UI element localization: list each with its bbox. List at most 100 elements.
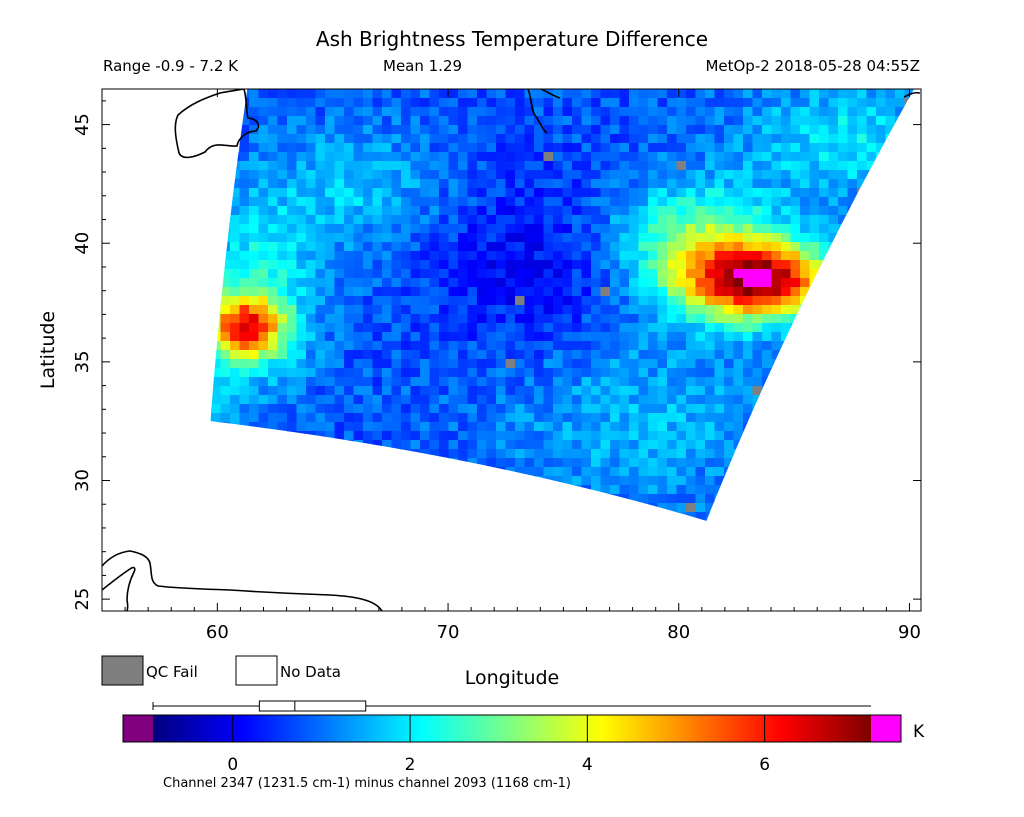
heatmap-cell — [667, 449, 678, 459]
heatmap-cell — [448, 422, 459, 432]
heatmap-cell — [733, 215, 744, 225]
heatmap-cell — [296, 467, 307, 477]
heatmap-cell — [790, 314, 801, 324]
heatmap-cell — [306, 503, 317, 513]
heatmap-cell — [771, 197, 782, 207]
heatmap-cell — [562, 368, 573, 378]
heatmap-cell — [258, 305, 269, 315]
heatmap-cell — [202, 530, 212, 540]
heatmap-cell — [524, 197, 535, 207]
heatmap-cell — [629, 584, 639, 594]
heatmap-cell — [582, 557, 592, 567]
heatmap-cell — [525, 539, 535, 549]
heatmap-cell — [876, 566, 886, 576]
heatmap-cell — [306, 566, 316, 576]
heatmap-cell — [391, 323, 402, 333]
heatmap-cell — [534, 260, 545, 270]
heatmap-cell — [705, 602, 715, 612]
heatmap-cell — [762, 197, 773, 207]
heatmap-cell — [334, 260, 345, 270]
heatmap-cell — [353, 197, 364, 207]
heatmap-cell — [258, 206, 269, 216]
heatmap-cell — [800, 602, 810, 612]
heatmap-cell — [487, 557, 497, 567]
heatmap-cell — [847, 341, 858, 351]
heatmap-cell — [733, 368, 744, 378]
heatmap-cell — [543, 215, 554, 225]
heatmap-cell — [420, 323, 431, 333]
heatmap-cell — [258, 107, 269, 117]
heatmap-cell — [448, 503, 459, 513]
heatmap-cell — [391, 395, 402, 405]
heatmap-cell — [524, 188, 535, 198]
heatmap-cell — [876, 512, 887, 521]
heatmap-cell — [809, 386, 820, 396]
heatmap-cell — [496, 359, 507, 369]
heatmap-cell — [705, 431, 716, 441]
heatmap-cell — [771, 161, 782, 171]
heatmap-cell — [448, 251, 459, 261]
heatmap-cell — [210, 188, 212, 198]
heatmap-cell — [676, 188, 687, 198]
heatmap-cell — [230, 485, 241, 495]
heatmap-cell — [743, 179, 754, 189]
heatmap-cell — [334, 251, 345, 261]
heatmap-cell — [638, 233, 649, 243]
heatmap-cell — [743, 233, 754, 243]
heatmap-cell — [686, 116, 697, 126]
heatmap-cell — [439, 512, 450, 521]
heatmap-cell — [866, 287, 877, 297]
heatmap-cell — [353, 467, 364, 477]
heatmap-cell — [648, 368, 659, 378]
heatmap-cell — [724, 413, 735, 423]
heatmap-cell — [315, 359, 326, 369]
heatmap-cell — [648, 152, 659, 162]
heatmap-cell — [781, 98, 792, 108]
heatmap-cell — [876, 368, 887, 378]
heatmap-cell — [847, 287, 858, 297]
heatmap-cell — [534, 539, 544, 549]
heatmap-cell — [629, 179, 640, 189]
heatmap-cell — [790, 278, 801, 288]
heatmap-cell — [505, 116, 516, 126]
heatmap-cell — [467, 314, 478, 324]
heatmap-cell — [838, 413, 849, 423]
heatmap-cell — [819, 404, 830, 414]
heatmap-cell — [353, 278, 364, 288]
heatmap-cell — [506, 530, 516, 540]
heatmap-cell — [287, 476, 298, 486]
heatmap-cell — [220, 170, 231, 180]
heatmap-cell — [268, 557, 278, 567]
heatmap-cell — [363, 386, 374, 396]
heatmap-cell — [211, 566, 221, 576]
heatmap-cell — [401, 314, 412, 324]
heatmap-cell — [486, 188, 497, 198]
heatmap-cell — [724, 278, 735, 288]
heatmap-cell — [524, 98, 535, 108]
heatmap-cell — [534, 602, 544, 612]
heatmap-cell — [904, 179, 915, 189]
heatmap-cell — [629, 548, 639, 558]
heatmap-cell — [230, 170, 241, 180]
heatmap-cell — [895, 467, 906, 477]
heatmap-cell — [334, 134, 345, 144]
heatmap-cell — [648, 449, 659, 459]
heatmap-cell — [600, 269, 611, 279]
heatmap-cell — [904, 422, 915, 432]
heatmap-cell — [230, 548, 240, 558]
heatmap-cell — [562, 188, 573, 198]
heatmap-cell — [686, 188, 697, 198]
heatmap-cell — [895, 602, 905, 612]
heatmap-cell — [259, 593, 269, 603]
heatmap-cell — [382, 305, 393, 315]
heatmap-cell — [610, 386, 621, 396]
heatmap-cell — [914, 494, 915, 504]
heatmap-cell — [515, 503, 526, 513]
heatmap-cell — [885, 494, 896, 504]
heatmap-cell — [325, 431, 336, 441]
heatmap-cell — [192, 170, 202, 180]
heatmap-cell — [268, 314, 279, 324]
heatmap-cell — [828, 458, 839, 468]
heatmap-cell — [420, 296, 431, 306]
heatmap-cell — [401, 242, 412, 252]
